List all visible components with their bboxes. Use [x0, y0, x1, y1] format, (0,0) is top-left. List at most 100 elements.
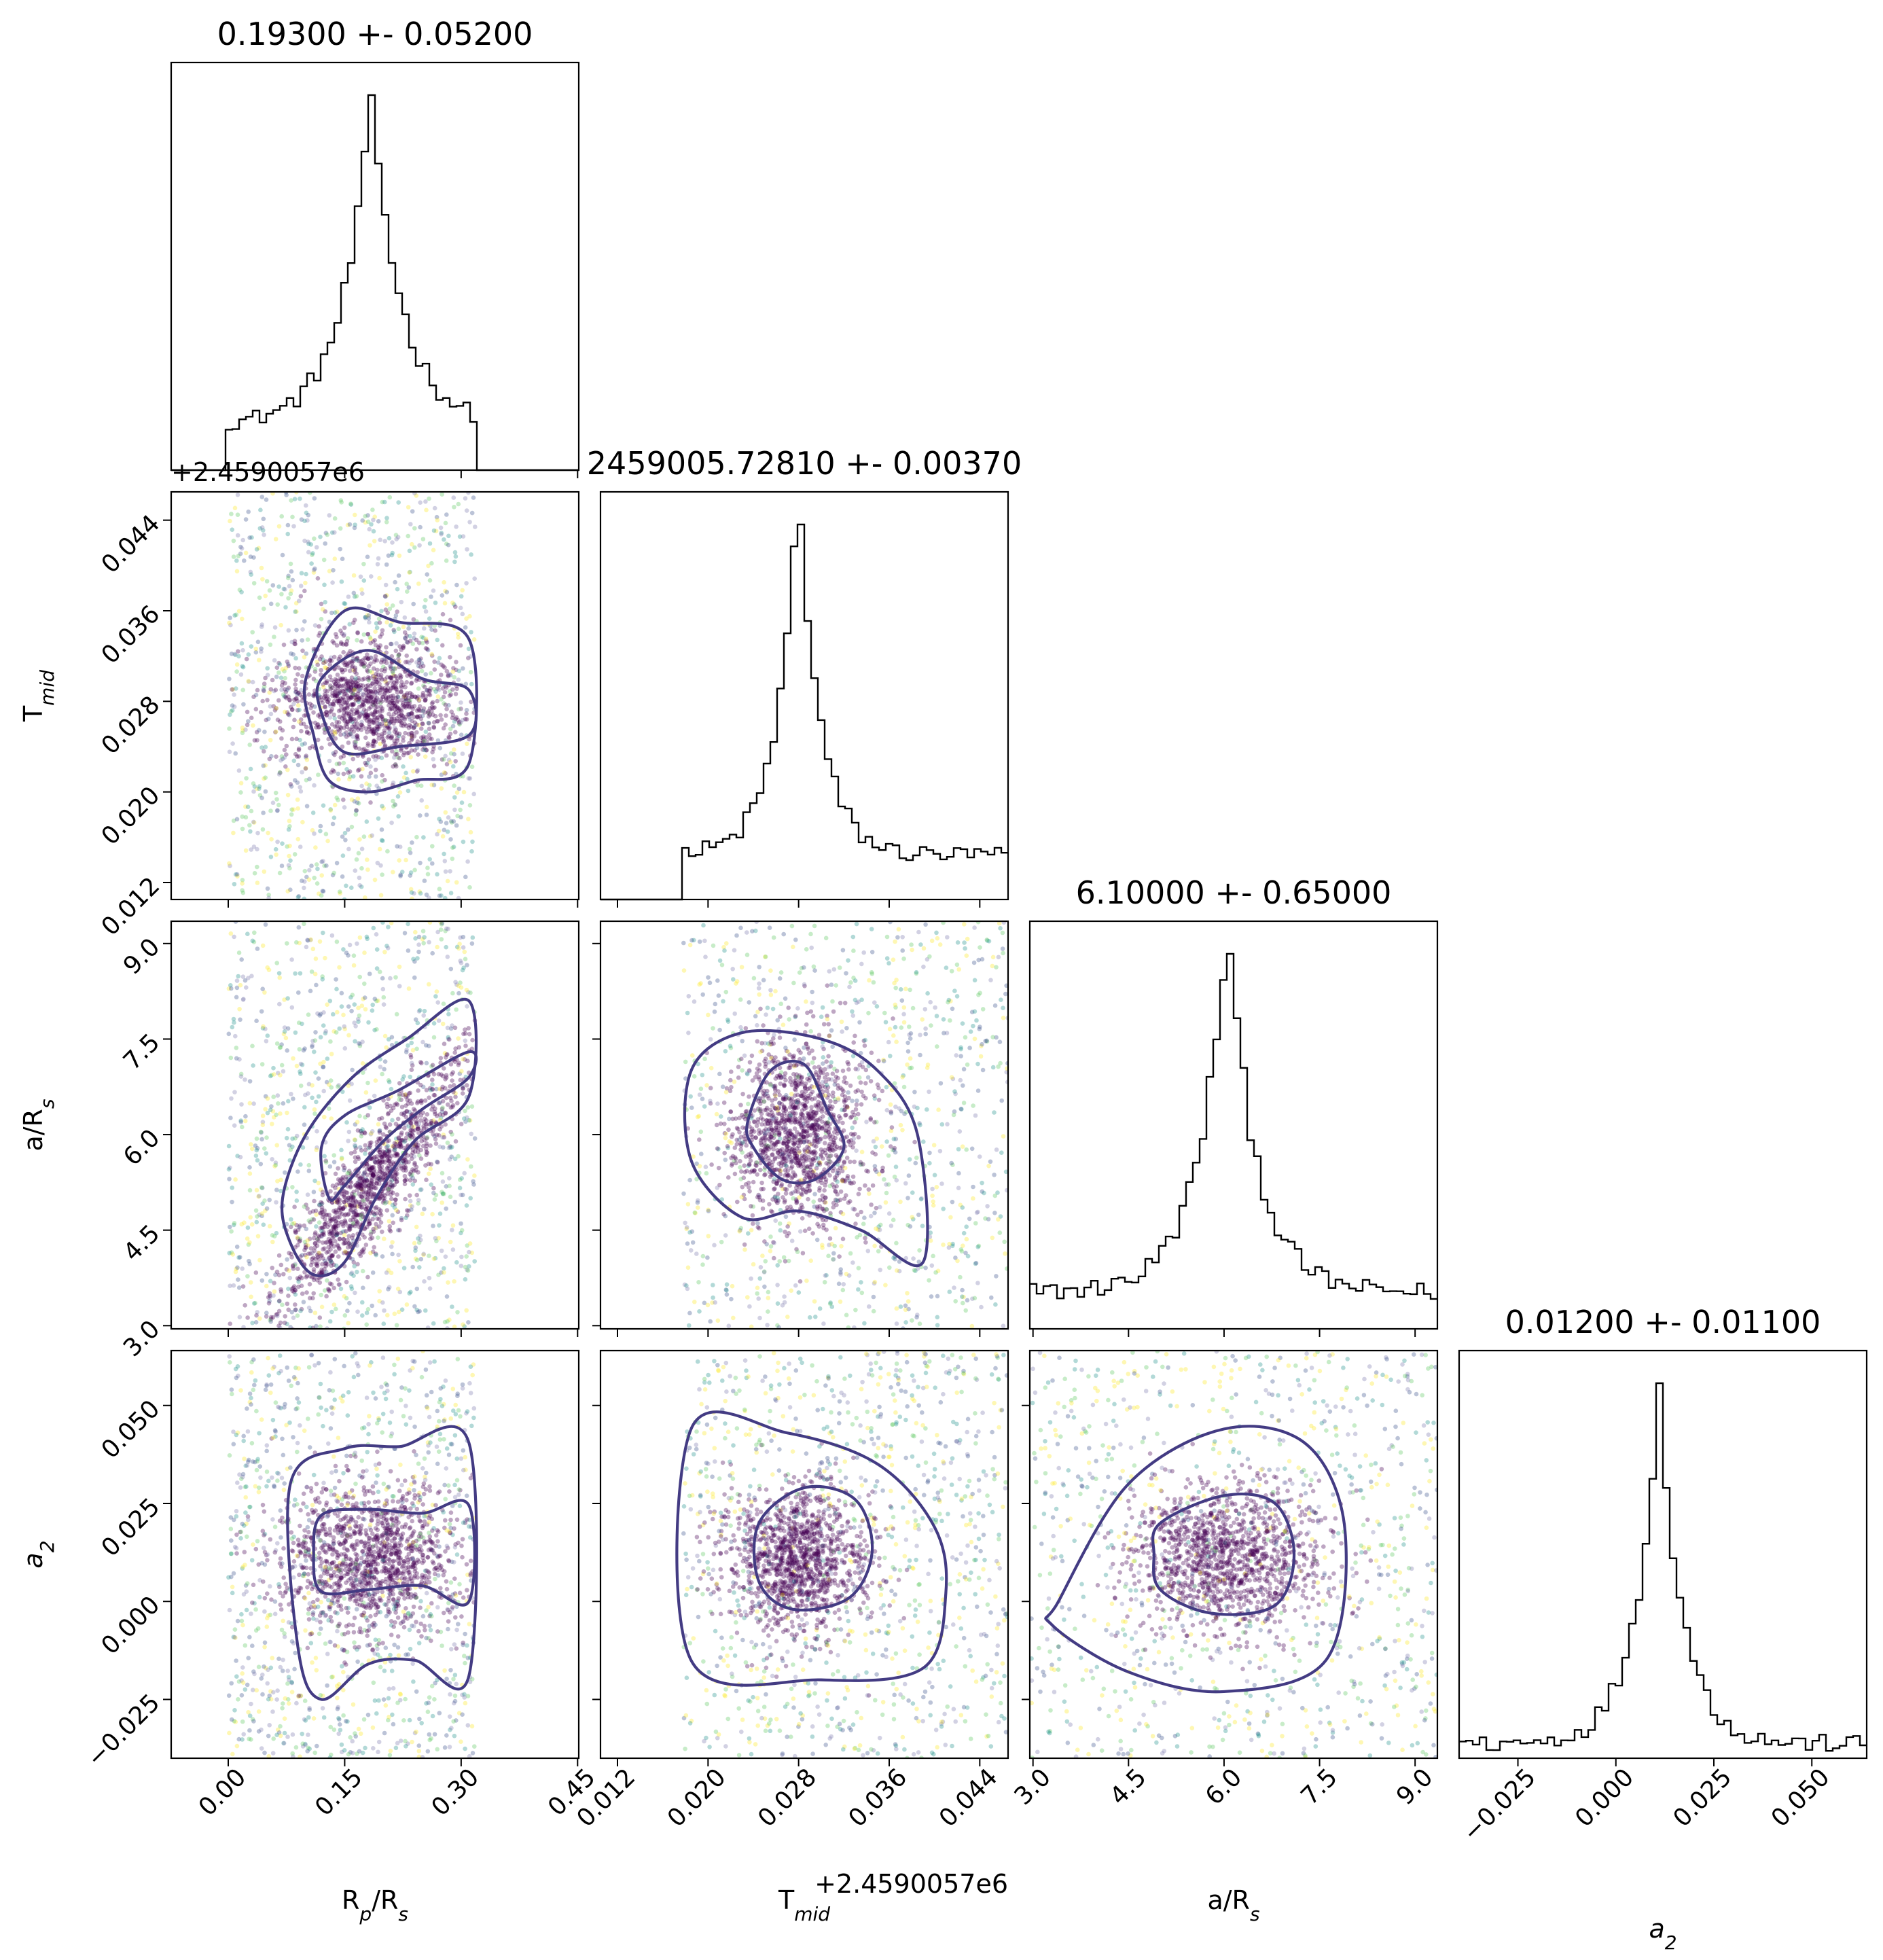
scatter-point [356, 684, 361, 689]
scatter-point [856, 1266, 861, 1270]
scatter-point [746, 1231, 751, 1236]
scatter-point [406, 533, 410, 539]
scatter-point [698, 1129, 704, 1135]
scatter-point [376, 688, 380, 694]
scatter-point [268, 1319, 274, 1324]
scatter-point [414, 678, 419, 683]
scatter-point [451, 819, 456, 824]
scatter-point [346, 1321, 351, 1325]
scatter-point [405, 1131, 410, 1137]
scatter-point [377, 1150, 382, 1154]
scatter-point [373, 1251, 378, 1256]
scatter-point [406, 505, 411, 510]
scatter-point [327, 1287, 331, 1292]
scatter-point [279, 1262, 284, 1268]
scatter-point [257, 786, 262, 791]
scatter-point [408, 1121, 414, 1126]
scatter-point [393, 613, 399, 618]
scatter-point [410, 705, 414, 709]
scatter-point [393, 1201, 397, 1207]
scatter-point [308, 1325, 312, 1329]
scatter-point [384, 1105, 390, 1109]
scatter-point [426, 709, 431, 714]
scatter-point [420, 537, 426, 541]
scatter-point [237, 1007, 242, 1012]
scatter-point [414, 1258, 420, 1263]
scatter-point [448, 751, 454, 756]
scatter-point [406, 726, 412, 730]
scatter-point [310, 693, 316, 698]
scatter-point [351, 1260, 357, 1265]
scatter-point [304, 730, 310, 735]
scatter-point [442, 1192, 446, 1196]
scatter-point [416, 1009, 422, 1014]
scatter-point [920, 1224, 925, 1228]
scatter-point [918, 1052, 922, 1058]
scatter-point [413, 1256, 418, 1262]
scatter-point [367, 1218, 372, 1224]
scatter-point [382, 1033, 388, 1039]
scatter-point [351, 1214, 356, 1219]
scatter-point [790, 1132, 795, 1137]
scatter-point [790, 1190, 795, 1195]
scatter-point [384, 753, 389, 758]
scatter-point [329, 610, 334, 616]
scatter-point [383, 718, 389, 723]
scatter-point [370, 1172, 376, 1177]
scatter-point [319, 654, 324, 659]
scatter-point [367, 1194, 373, 1199]
scatter-point [367, 1183, 372, 1188]
scatter-point [236, 554, 241, 558]
scatter-point [361, 578, 367, 583]
scatter-point [393, 1151, 398, 1156]
scatter-point [256, 1194, 261, 1199]
scatter-point [313, 1030, 318, 1035]
scatter-point [330, 1253, 336, 1258]
scatter-point [361, 1070, 365, 1075]
scatter-point [276, 971, 282, 976]
scatter-point [400, 1158, 406, 1164]
scatter-point [349, 1192, 355, 1196]
scatter-point [274, 1143, 280, 1147]
scatter-point [245, 804, 251, 809]
scatter-point [755, 1010, 760, 1014]
scatter-point [285, 710, 290, 715]
scatter-point [367, 1167, 372, 1173]
scatter-point [365, 741, 371, 746]
scatter-point [353, 718, 358, 723]
scatter-point [266, 895, 271, 899]
scatter-point [233, 652, 238, 658]
scatter-point [369, 695, 374, 700]
scatter-point [771, 935, 776, 940]
scatter-point [291, 1263, 295, 1268]
scatter-point [330, 872, 336, 878]
scatter-point [439, 1248, 444, 1253]
scatter-point [253, 1143, 258, 1148]
scatter-point [387, 1150, 392, 1154]
scatter-point [399, 679, 404, 685]
scatter-point [347, 1227, 352, 1232]
scatter-point [384, 688, 389, 693]
scatter-point [978, 1054, 984, 1059]
scatter-point [354, 681, 359, 686]
scatter-point [389, 1196, 394, 1201]
scatter-point [328, 685, 333, 690]
scatter-point [360, 724, 365, 729]
scatter-point [338, 498, 344, 503]
scatter-point [422, 745, 427, 750]
scatter-point [365, 513, 370, 518]
scatter-point [344, 711, 349, 716]
scatter-point [251, 844, 257, 849]
scatter-point [386, 1078, 391, 1083]
scatter-point [264, 717, 269, 723]
scatter-point [435, 694, 441, 699]
scatter-point [349, 1203, 355, 1209]
scatter-point [310, 1250, 315, 1255]
scatter-point [341, 1224, 346, 1228]
scatter-point [409, 692, 414, 697]
scatter-point [357, 1044, 363, 1048]
scatter-point [431, 720, 437, 725]
scatter-point [369, 574, 374, 579]
scatter-point [404, 1160, 409, 1165]
scatter-point [467, 520, 472, 524]
